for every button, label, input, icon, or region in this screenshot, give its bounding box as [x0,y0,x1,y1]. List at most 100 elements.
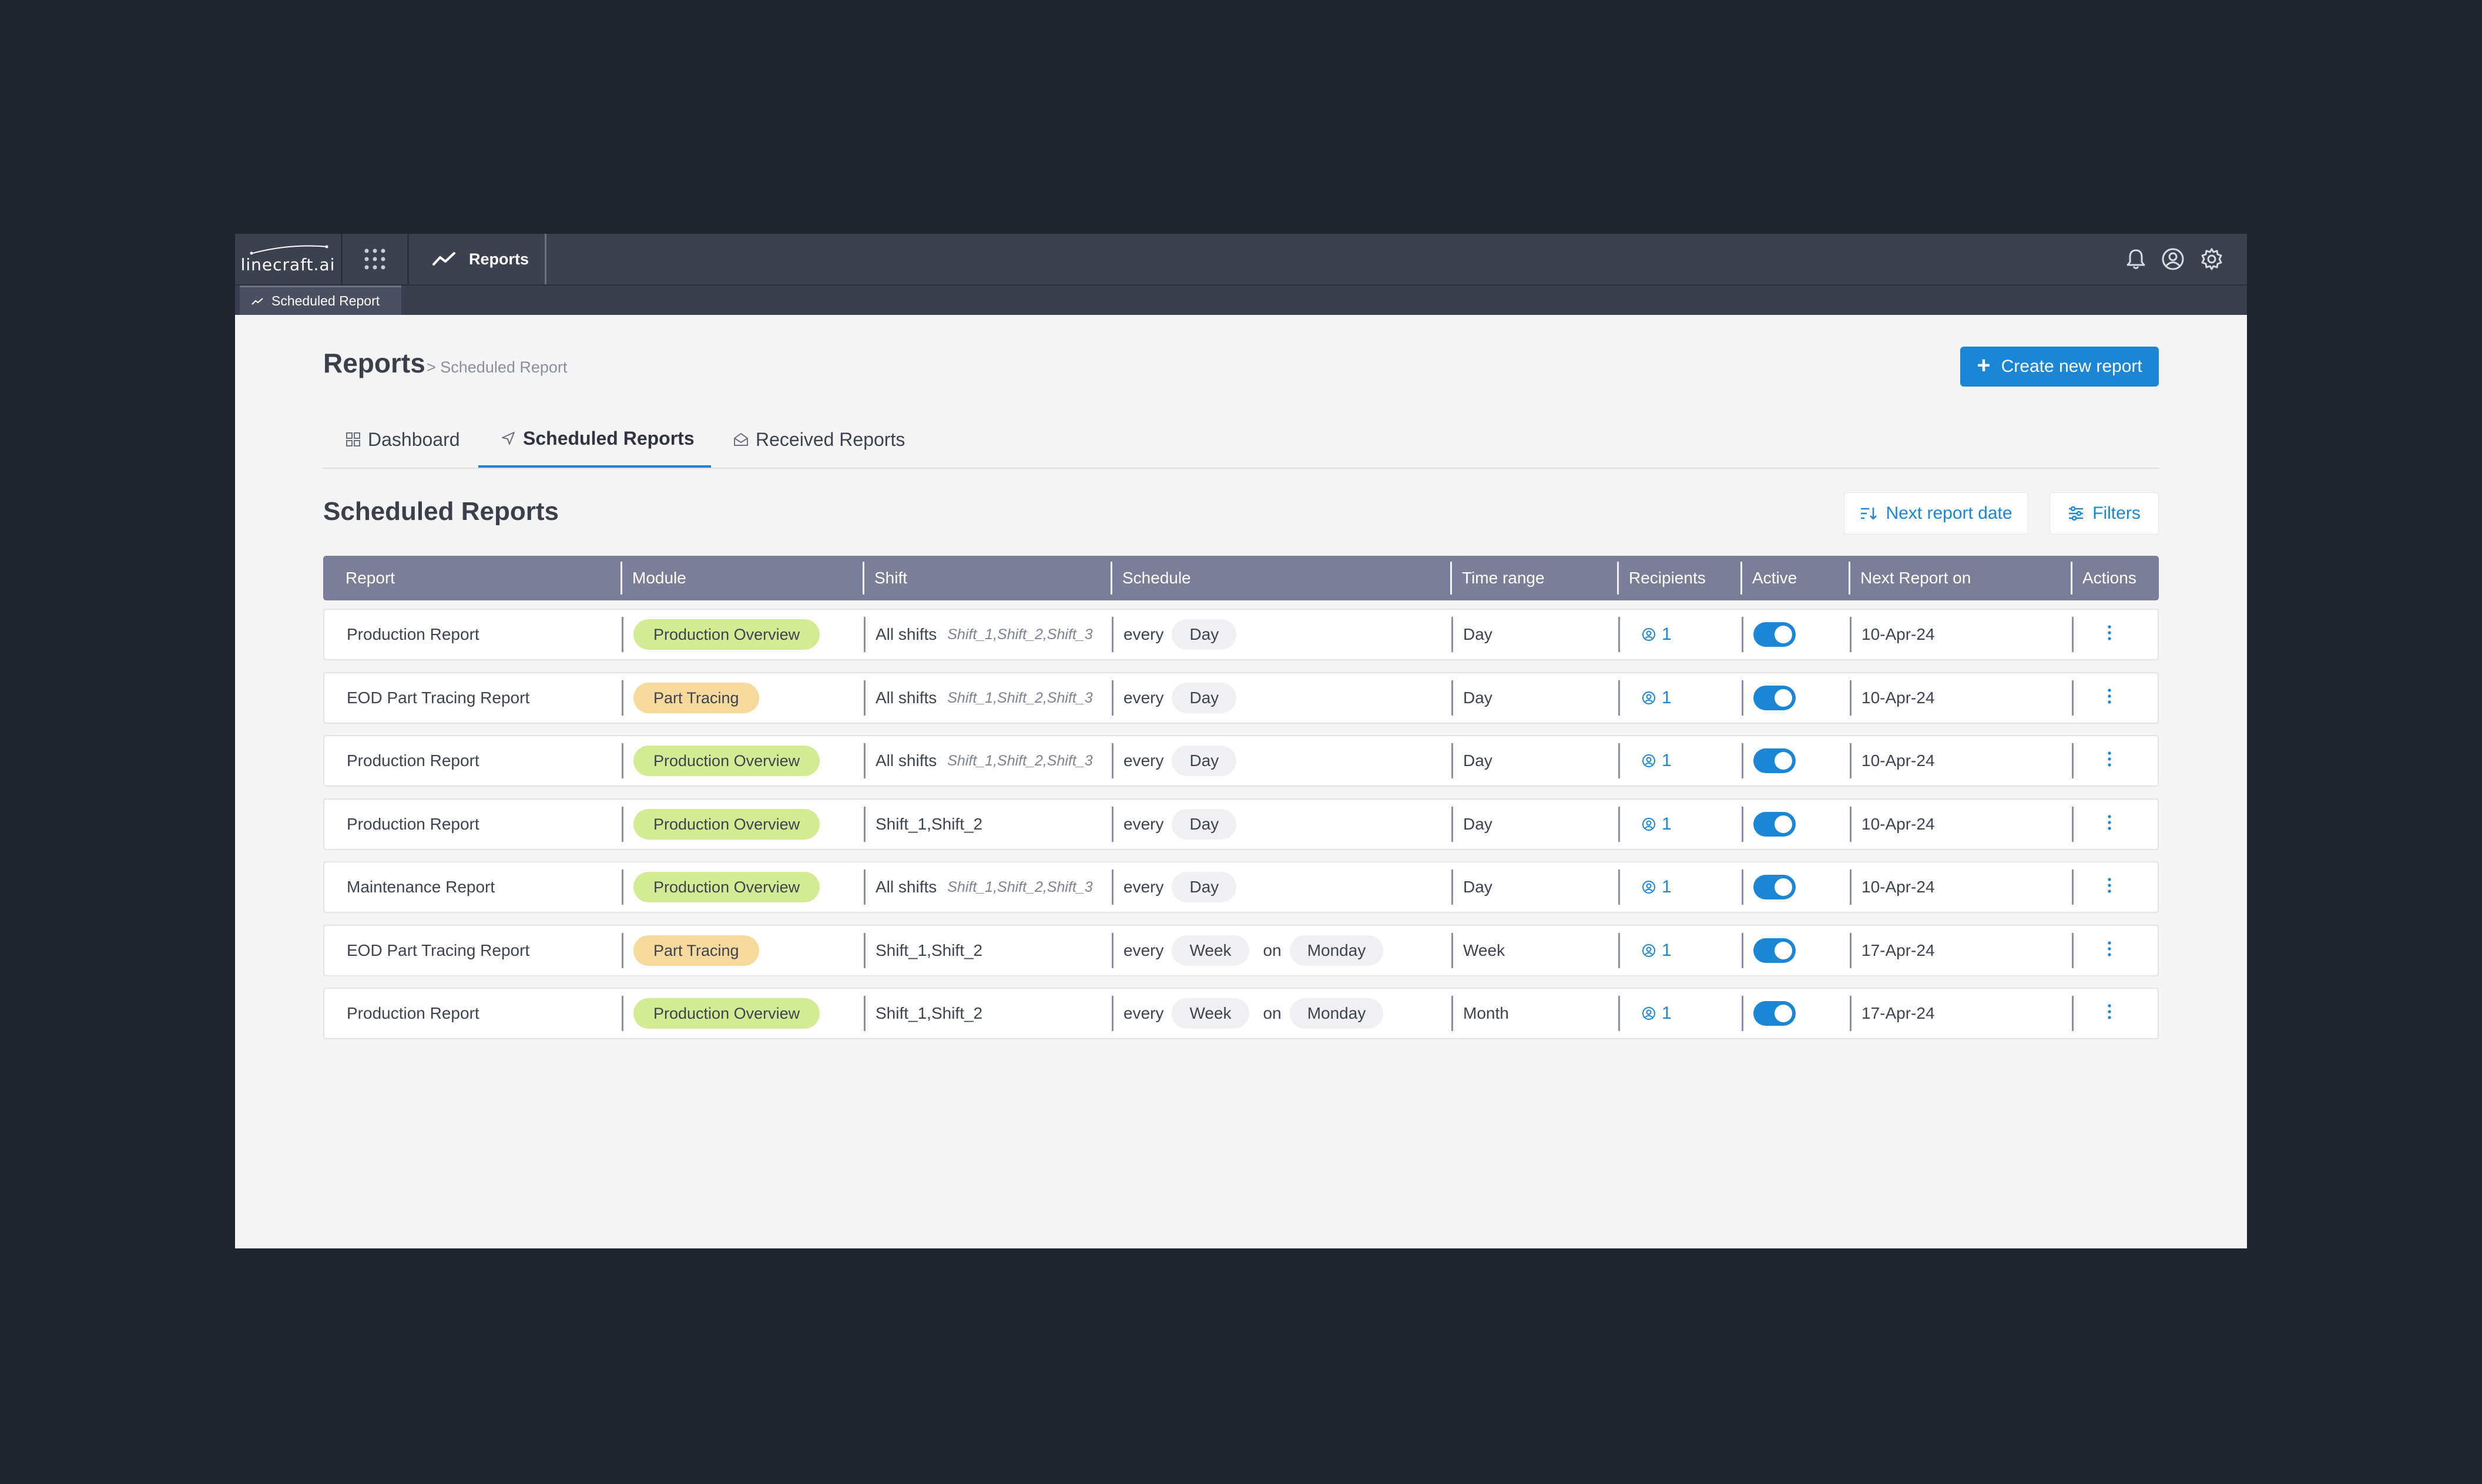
cell-recipients: 1 [1618,610,1672,659]
report-name: Production Report [347,815,479,833]
more-actions-icon[interactable] [2084,876,2112,899]
app-launcher-button[interactable] [343,234,409,284]
table-row[interactable]: Production Report Production Overview Shif… [323,988,2159,1039]
column-header-recipients[interactable]: Recipients [1617,556,1706,600]
time-range-value: Week [1463,941,1505,959]
schedule-on: on [1263,941,1282,959]
cell-actions [2072,989,2112,1038]
active-toggle[interactable] [1753,875,1796,899]
table-row[interactable]: Production Report Production Overview Shif… [323,798,2159,850]
bell-icon[interactable] [2126,248,2146,270]
tab-received-reports[interactable]: Received Reports [733,411,905,468]
user-icon[interactable] [2161,247,2185,271]
cell-time-range: Week [1451,926,1505,975]
cell-time-range: Month [1451,989,1509,1038]
tab-scheduled-reports[interactable]: Scheduled Reports [478,411,711,468]
cell-recipients: 1 [1618,926,1672,975]
cell-actions [2072,862,2112,912]
tab-dashboard[interactable]: Dashboard [346,411,460,468]
report-name: Production Report [347,625,479,643]
column-header-module[interactable]: Module [620,556,686,600]
active-toggle[interactable] [1753,812,1796,837]
user-circle-icon [1642,1007,1655,1020]
more-actions-icon[interactable] [2084,939,2112,962]
column-header-active[interactable]: Active [1740,556,1797,600]
cell-recipients: 1 [1618,800,1672,849]
schedule-every: every [1123,941,1164,959]
active-toggle[interactable] [1753,1001,1796,1026]
logo[interactable]: linecraft.ai [235,234,343,284]
time-range-value: Day [1463,751,1492,770]
gear-icon[interactable] [2200,247,2223,271]
active-toggle[interactable] [1753,686,1796,710]
table-row[interactable]: Production Report Production Overview All … [323,735,2159,787]
recipients-link[interactable]: 1 [1630,877,1672,897]
cell-shift: All shifts Shift_1,Shift_2,Shift_3 [864,862,1093,912]
schedule-every: every [1123,1004,1164,1022]
table-row[interactable]: EOD Part Tracing Report Part Tracing Shift… [323,925,2159,976]
section-title: Scheduled Reports [323,497,559,526]
module-badge: Production Overview [633,872,820,902]
cell-shift: Shift_1,Shift_2 [864,800,982,849]
cell-shift: Shift_1,Shift_2 [864,989,982,1038]
active-toggle[interactable] [1753,938,1796,963]
recipients-count: 1 [1662,814,1672,834]
next-report-date: 10-Apr-24 [1862,751,1935,770]
more-actions-icon[interactable] [2084,623,2112,646]
cell-module: Production Overview [622,610,820,659]
cell-module: Production Overview [622,736,820,785]
trend-icon [432,252,455,266]
recipients-link[interactable]: 1 [1630,688,1672,708]
cell-actions [2072,926,2112,975]
schedule-every: every [1123,815,1164,833]
schedule-every: every [1123,878,1164,896]
filters-button[interactable]: Filters [2050,492,2159,535]
cell-active [1742,800,1796,849]
cell-time-range: Day [1451,862,1492,912]
send-icon [502,432,515,445]
column-header-time-range[interactable]: Time range [1450,556,1545,600]
report-name: Production Report [347,751,479,770]
sort-next-report-date-button[interactable]: Next report date [1844,492,2028,535]
schedule-day: Monday [1289,935,1384,966]
cell-schedule: every Day [1112,673,1237,723]
cell-active [1742,989,1796,1038]
cell-shift: All shifts Shift_1,Shift_2,Shift_3 [864,673,1093,723]
column-header-actions[interactable]: Actions [2071,556,2136,600]
schedule-unit: Week [1172,935,1249,966]
create-new-report-button[interactable]: + Create new report [1960,347,2159,387]
shift-summary: All shifts [876,689,937,707]
active-toggle[interactable] [1753,622,1796,647]
more-actions-icon[interactable] [2084,1002,2112,1025]
column-header-report[interactable]: Report [346,569,395,587]
active-toggle[interactable] [1753,748,1796,773]
more-actions-icon[interactable] [2084,687,2112,710]
nav-reports[interactable]: Reports [409,234,546,284]
more-actions-icon[interactable] [2084,813,2112,836]
app-window: linecraft.ai Reports [235,234,2247,1248]
nav-reports-label: Reports [469,250,529,268]
cell-schedule: every Day [1112,862,1237,912]
table-row[interactable]: Production Report Production Overview All … [323,609,2159,660]
recipients-link[interactable]: 1 [1630,941,1672,961]
table-row[interactable]: EOD Part Tracing Report Part Tracing All s… [323,672,2159,724]
filter-sliders-icon [2069,506,2084,521]
open-tab-scheduled-report[interactable]: Scheduled Report [240,286,401,315]
recipients-count: 1 [1662,751,1672,770]
recipients-link[interactable]: 1 [1630,751,1672,771]
envelope-open-icon [734,433,748,446]
module-badge: Production Overview [633,998,820,1029]
sort-icon [1861,508,1877,520]
column-header-shift[interactable]: Shift [863,556,907,600]
table-row[interactable]: Maintenance Report Production Overview All… [323,861,2159,913]
cell-schedule: every Day [1112,736,1237,785]
more-actions-icon[interactable] [2084,750,2112,773]
cell-schedule: every Week on Monday [1112,926,1384,975]
recipients-link[interactable]: 1 [1630,625,1672,644]
recipients-link[interactable]: 1 [1630,814,1672,834]
recipients-link[interactable]: 1 [1630,1003,1672,1023]
column-header-next-report-on[interactable]: Next Report on [1849,556,1971,600]
open-tabs-bar: Scheduled Report [235,286,2247,315]
column-header-schedule[interactable]: Schedule [1111,556,1191,600]
user-circle-icon [1642,691,1655,704]
